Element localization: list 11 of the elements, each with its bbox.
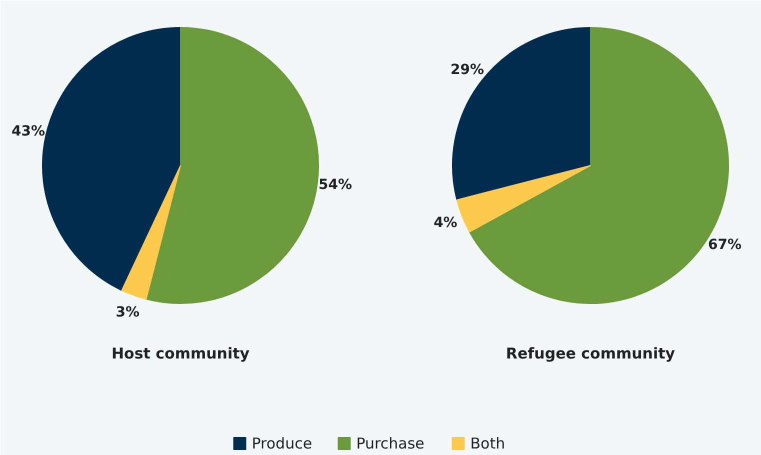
text: Host community — [111, 344, 250, 362]
legend-label: Purchase — [356, 434, 424, 452]
data-label: 54% — [318, 177, 352, 194]
legend-label: Produce — [252, 434, 312, 452]
data-label: 29% — [450, 62, 484, 78]
data-label: 67% — [708, 236, 742, 253]
text: Refugee community — [506, 344, 676, 362]
data-label: 3% — [116, 304, 140, 320]
legend-label: Both — [470, 434, 506, 452]
data-label: 4% — [434, 214, 458, 231]
data-label: 43% — [12, 123, 46, 140]
